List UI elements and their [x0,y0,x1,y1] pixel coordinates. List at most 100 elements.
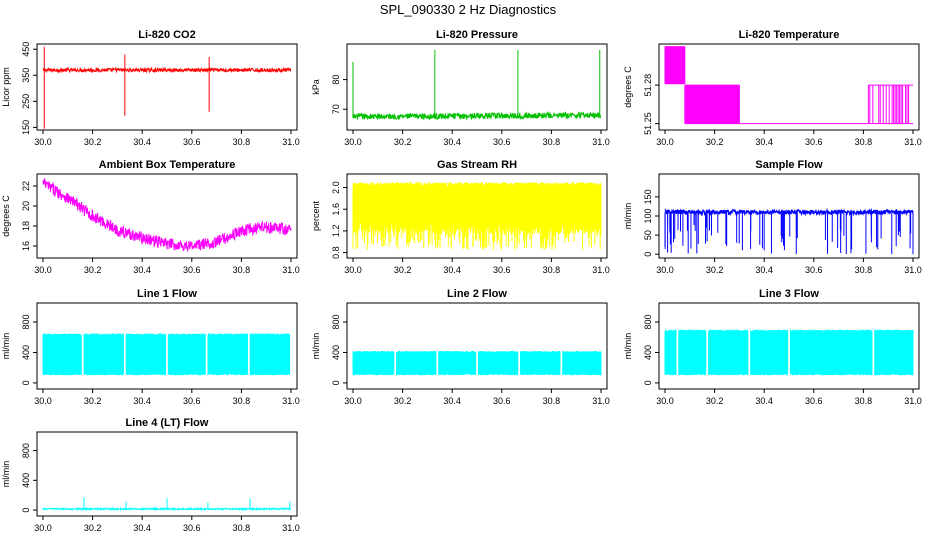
line-1-flow-title: Line 1 Flow [137,288,197,300]
gas-stream-rh-xtick-label-2: 30.4 [443,265,461,275]
line-3-flow-ytick-label-2: 800 [643,315,653,330]
gas-stream-rh-trace [352,182,602,250]
line-2-flow-ytick-label-2: 800 [331,315,341,330]
line-1-flow-frame [36,302,298,390]
line-1-flow-ytick-label-1: 400 [21,345,31,360]
line-1-flow-xtick-label-5: 31.0 [282,396,300,406]
line-1-flow-ytick-label-2: 800 [21,315,31,330]
li-820-co2-series [42,46,292,129]
li-820-temperature-series [664,46,913,125]
li-820-co2-xtick-label-3: 30.6 [183,137,201,147]
line-4-lt-flow-xtick-label-2: 30.4 [133,523,151,533]
line-4-lt-flow-xtick-label-0: 30.0 [34,523,52,533]
line-2-flow-xtick-label-1: 30.2 [394,396,412,406]
line-3-flow-xtick-label-4: 30.8 [855,396,873,406]
line-4-lt-flow-title: Line 4 (LT) Flow [126,417,209,429]
ambient-box-temperature-ytick-label-0: 16 [21,241,31,251]
li-820-co2-frame [36,43,298,131]
figure-title: SPL_090330 2 Hz Diagnostics [380,2,557,17]
li-820-pressure-ytick-label-1: 80 [331,75,341,85]
li-820-temperature-xtick-label-5: 31.0 [904,137,922,147]
li-820-co2-xtick-label-2: 30.4 [133,137,151,147]
ambient-box-temperature-xtick-label-0: 30.0 [34,265,52,275]
line-3-flow-ylabel: ml/min [623,333,633,360]
sample-flow-xtick-label-1: 30.2 [706,265,724,275]
line-4-lt-flow-panel: Line 4 (LT) Flow ml/min 30.0 30.2 30.4 30.6 30… [1,417,300,533]
line-1-flow-series [42,333,291,376]
ambient-box-temperature-ytick-label-1: 18 [21,221,31,231]
line-2-flow-trace [352,350,602,376]
sample-flow-xtick-label-3: 30.6 [805,265,823,275]
li-820-pressure-ytick-label-0: 70 [331,104,341,114]
line-3-flow-xtick-label-2: 30.4 [755,396,773,406]
li-820-temperature-xtick-label-3: 30.6 [805,137,823,147]
li-820-pressure-trace [352,110,602,121]
line-1-flow-xtick-label-4: 30.8 [233,396,251,406]
sample-flow-xtick-label-4: 30.8 [855,265,873,275]
line-1-flow-xtick-label-2: 30.4 [133,396,151,406]
line-2-flow-ytick-label-1: 400 [331,345,341,360]
li-820-co2-ytick-label-3: 450 [21,42,31,57]
ambient-box-temperature-xtick-label-5: 31.0 [282,265,300,275]
sample-flow-xtick-label-5: 31.0 [904,265,922,275]
li-820-co2-ylabel: Licor ppm [1,67,11,107]
ambient-box-temperature-ylabel: degrees C [1,195,11,237]
li-820-pressure-ylabel: kPa [311,79,321,95]
gas-stream-rh-xtick-label-1: 30.2 [394,265,412,275]
line-4-lt-flow-ytick-label-2: 800 [21,443,31,458]
li-820-co2-trace [42,66,292,74]
line-1-flow-trace [42,333,291,376]
li-820-pressure-frame [346,43,608,131]
line-2-flow-xtick-label-5: 31.0 [592,396,610,406]
line-2-flow-xtick-label-0: 30.0 [344,396,362,406]
sample-flow-title: Sample Flow [755,159,823,171]
gas-stream-rh-frame [346,173,608,259]
line-4-lt-flow-ytick-label-0: 0 [21,508,31,513]
ambient-box-temperature-xtick-label-1: 30.2 [84,265,102,275]
gas-stream-rh-xtick-label-0: 30.0 [344,265,362,275]
line-2-flow-ytick-label-0: 0 [331,380,341,385]
ambient-box-temperature-ytick-label-3: 22 [21,181,31,191]
ambient-box-temperature-frame [36,173,298,259]
line-1-flow-xtick-label-1: 30.2 [84,396,102,406]
li-820-co2-panel: Li-820 CO2 Licor ppm 30.0 30.2 30.4 30.6 30.8 3… [1,29,300,147]
li-820-temperature-segment-3 [867,84,913,125]
line-4-lt-flow-xtick-label-1: 30.2 [84,523,102,533]
line-3-flow-frame [658,302,920,390]
line-4-lt-flow-xtick-label-4: 30.8 [233,523,251,533]
ambient-box-temperature-xtick-label-3: 30.6 [183,265,201,275]
li-820-co2-ytick-label-1: 250 [21,94,31,109]
ambient-box-temperature-ytick-label-2: 20 [21,201,31,211]
line-2-flow-xtick-label-4: 30.8 [543,396,561,406]
li-820-temperature-frame [658,43,920,131]
gas-stream-rh-ytick-label-0: 0.8 [331,246,341,259]
li-820-pressure-xtick-label-0: 30.0 [344,137,362,147]
gas-stream-rh-ytick-label-2: 1.6 [331,203,341,216]
li-820-pressure-xtick-label-4: 30.8 [543,137,561,147]
gas-stream-rh-xtick-label-4: 30.8 [543,265,561,275]
li-820-pressure-xtick-label-1: 30.2 [394,137,412,147]
li-820-temperature-xtick-label-1: 30.2 [706,137,724,147]
li-820-co2-ytick-label-0: 150 [21,120,31,135]
sample-flow-ytick-label-3: 150 [643,189,653,204]
ambient-box-temperature-series [42,177,292,252]
line-3-flow-ytick-label-1: 400 [643,345,653,360]
gas-stream-rh-panel: Gas Stream RH percent 30.0 30.2 30.4 30.6 30.8… [311,159,610,275]
sample-flow-ytick-label-0: 0 [643,252,653,257]
li-820-pressure-xtick-label-2: 30.4 [443,137,461,147]
gas-stream-rh-series [352,182,602,250]
li-820-temperature-ytick-label-1: 51.28 [643,74,653,97]
line-1-flow-xtick-label-3: 30.6 [183,396,201,406]
line-3-flow-xtick-label-3: 30.6 [805,396,823,406]
sample-flow-trace [664,207,914,217]
ambient-box-temperature-title: Ambient Box Temperature [99,159,236,171]
sample-flow-series [664,207,914,255]
ambient-box-temperature-xtick-label-2: 30.4 [133,265,151,275]
ambient-box-temperature-panel: Ambient Box Temperature degrees C 30.0 30.2… [1,159,300,275]
line-4-lt-flow-frame [36,431,298,517]
li-820-temperature-ytick-label-0: 51.25 [643,112,653,135]
li-820-pressure-series [352,49,602,121]
ambient-box-temperature-trace [42,177,292,252]
gas-stream-rh-ytick-label-1: 1.2 [331,225,341,238]
